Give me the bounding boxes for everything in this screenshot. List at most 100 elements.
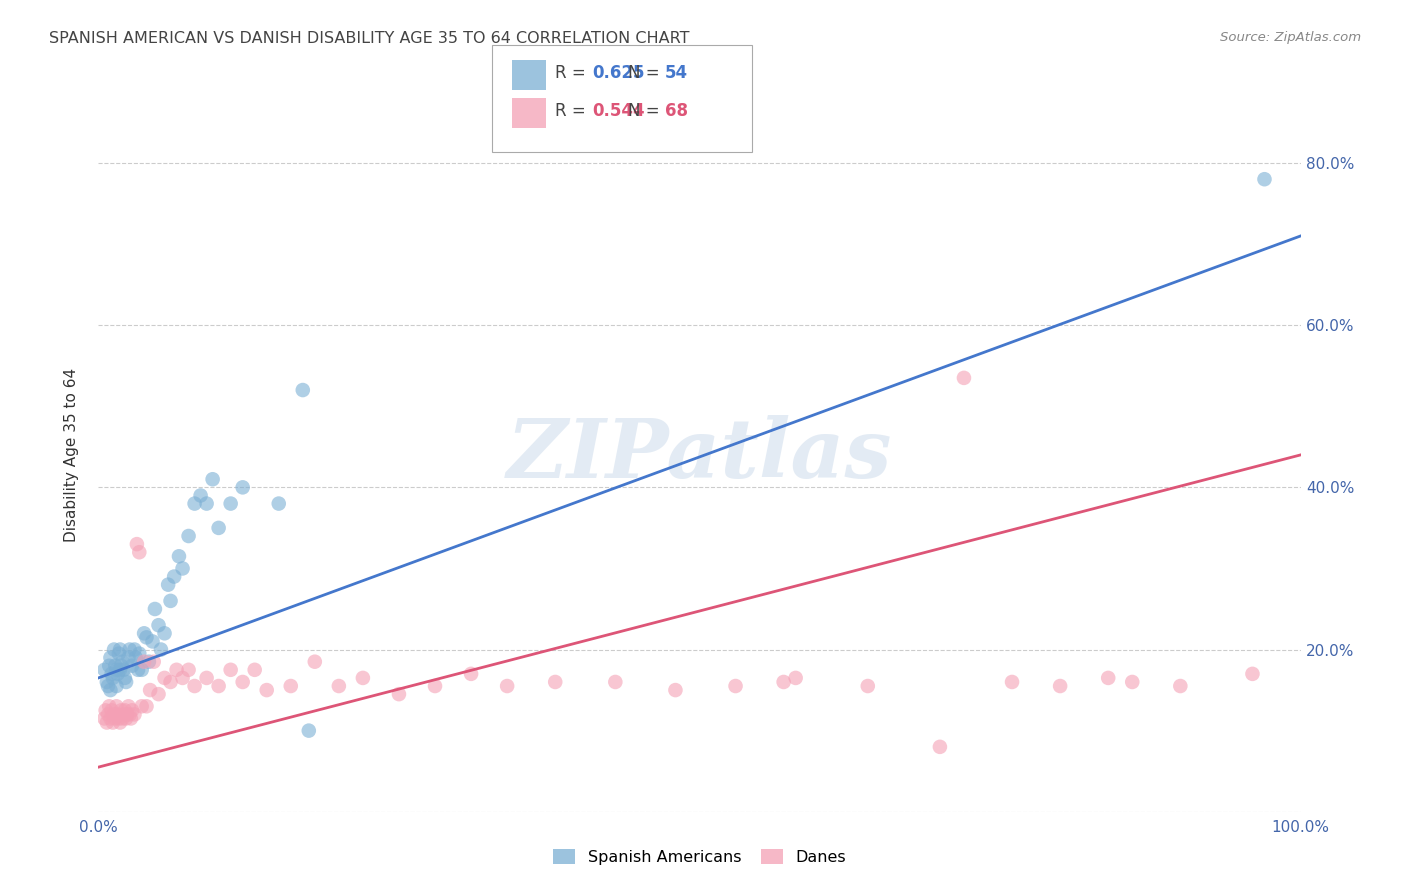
Point: [128, 545, 150, 559]
Point: [232, 675, 254, 690]
Point: [605, 675, 627, 690]
Point: [100, 683, 122, 698]
Text: R =: R =: [555, 103, 592, 120]
Point: [127, 663, 149, 677]
Point: [352, 671, 374, 685]
Point: [1170, 679, 1192, 693]
Point: [100, 650, 122, 665]
Point: [118, 642, 141, 657]
Point: [100, 703, 122, 717]
Point: [423, 679, 446, 693]
Point: [142, 655, 165, 669]
Point: [97, 707, 120, 722]
Point: [159, 594, 181, 608]
Point: [104, 711, 127, 725]
Point: [108, 647, 131, 661]
Text: R =: R =: [555, 64, 592, 82]
Point: [219, 663, 242, 677]
Text: N =: N =: [628, 103, 665, 120]
Point: [148, 687, 170, 701]
Point: [195, 497, 218, 511]
Point: [388, 687, 411, 701]
Point: [201, 472, 224, 486]
Text: 54: 54: [665, 64, 688, 82]
Point: [108, 642, 131, 657]
Point: [1001, 675, 1024, 690]
Point: [172, 671, 194, 685]
Point: [291, 383, 314, 397]
Point: [143, 602, 166, 616]
Text: N =: N =: [628, 64, 665, 82]
Point: [100, 711, 122, 725]
Point: [167, 549, 190, 564]
Text: 0.544: 0.544: [592, 103, 644, 120]
Point: [111, 711, 134, 725]
Text: SPANISH AMERICAN VS DANISH DISABILITY AGE 35 TO 64 CORRELATION CHART: SPANISH AMERICAN VS DANISH DISABILITY AG…: [49, 31, 690, 46]
Point: [125, 650, 148, 665]
Point: [125, 537, 148, 551]
Point: [177, 663, 200, 677]
Point: [183, 497, 205, 511]
Point: [108, 711, 131, 725]
Point: [1121, 675, 1143, 690]
Point: [103, 642, 125, 657]
Point: [267, 497, 290, 511]
Point: [121, 703, 143, 717]
Point: [132, 626, 155, 640]
Point: [135, 631, 157, 645]
Point: [166, 663, 188, 677]
Text: 68: 68: [665, 103, 688, 120]
Point: [1241, 666, 1264, 681]
Point: [1097, 671, 1119, 685]
Point: [219, 497, 242, 511]
Text: ZIPatlas: ZIPatlas: [506, 415, 893, 495]
Point: [104, 658, 127, 673]
Point: [108, 663, 131, 677]
Point: [856, 679, 879, 693]
Point: [118, 707, 141, 722]
Point: [124, 642, 146, 657]
Point: [132, 655, 155, 669]
Point: [157, 577, 180, 591]
Point: [114, 703, 136, 717]
Point: [131, 699, 153, 714]
Point: [115, 711, 138, 725]
Point: [664, 683, 686, 698]
Point: [108, 715, 131, 730]
Point: [117, 707, 139, 722]
Point: [280, 679, 302, 693]
Text: Source: ZipAtlas.com: Source: ZipAtlas.com: [1220, 31, 1361, 45]
Point: [94, 703, 117, 717]
Point: [98, 658, 121, 673]
Point: [120, 711, 142, 725]
Point: [149, 642, 172, 657]
Point: [97, 679, 120, 693]
Point: [172, 561, 194, 575]
Point: [163, 569, 186, 583]
Point: [124, 707, 146, 722]
Point: [128, 647, 150, 661]
Point: [121, 658, 143, 673]
Point: [177, 529, 200, 543]
Point: [328, 679, 350, 693]
Point: [100, 666, 122, 681]
Point: [159, 675, 181, 690]
Point: [93, 663, 115, 677]
Point: [135, 699, 157, 714]
Point: [117, 699, 139, 714]
Point: [785, 671, 807, 685]
Point: [195, 671, 218, 685]
Point: [183, 679, 205, 693]
Text: 0.625: 0.625: [592, 64, 644, 82]
Point: [208, 679, 231, 693]
Point: [298, 723, 321, 738]
Point: [107, 666, 129, 681]
Point: [190, 488, 212, 502]
Point: [131, 663, 153, 677]
Point: [138, 655, 160, 669]
Point: [112, 707, 135, 722]
Point: [117, 650, 139, 665]
Point: [111, 655, 134, 669]
Point: [105, 663, 128, 677]
Point: [232, 480, 254, 494]
